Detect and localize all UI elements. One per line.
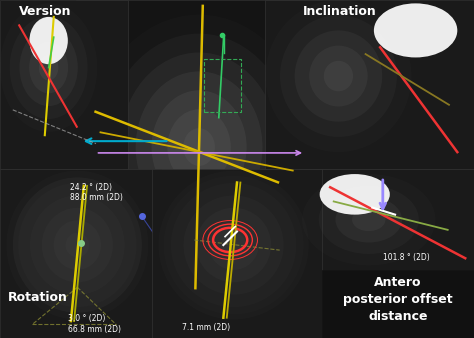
- Bar: [0, 0, 128, 169]
- Ellipse shape: [319, 174, 390, 215]
- Text: Rotation: Rotation: [8, 291, 68, 304]
- Ellipse shape: [30, 195, 125, 295]
- Text: 7.1 mm (2D): 7.1 mm (2D): [182, 323, 230, 332]
- Bar: [322, 270, 474, 338]
- Ellipse shape: [39, 55, 58, 80]
- Ellipse shape: [19, 29, 78, 106]
- Ellipse shape: [88, 15, 310, 280]
- Bar: [0, 169, 161, 338]
- Ellipse shape: [295, 30, 382, 122]
- Ellipse shape: [164, 176, 303, 314]
- Ellipse shape: [29, 42, 68, 93]
- Ellipse shape: [29, 17, 68, 64]
- Ellipse shape: [221, 233, 246, 258]
- Ellipse shape: [196, 208, 271, 282]
- Ellipse shape: [136, 71, 263, 223]
- Ellipse shape: [183, 195, 283, 295]
- Text: Inclination: Inclination: [303, 5, 377, 18]
- Bar: [265, 0, 474, 169]
- Bar: [152, 169, 322, 338]
- Ellipse shape: [13, 177, 142, 313]
- Ellipse shape: [324, 61, 353, 91]
- Ellipse shape: [336, 197, 402, 243]
- Ellipse shape: [152, 90, 246, 204]
- Ellipse shape: [65, 233, 89, 258]
- Ellipse shape: [171, 183, 296, 307]
- Ellipse shape: [120, 52, 278, 242]
- Text: Version: Version: [19, 5, 72, 18]
- Ellipse shape: [167, 109, 231, 185]
- Ellipse shape: [7, 171, 148, 319]
- Text: 101.8 ° (2D): 101.8 ° (2D): [383, 253, 429, 262]
- Text: 3.0 ° (2D)
66.8 mm (2D): 3.0 ° (2D) 66.8 mm (2D): [68, 314, 121, 334]
- Ellipse shape: [265, 0, 411, 152]
- Ellipse shape: [309, 46, 368, 106]
- Bar: [76, 0, 322, 294]
- Ellipse shape: [352, 208, 385, 231]
- Bar: [299, 169, 474, 270]
- Text: Antero
posterior offset
distance: Antero posterior offset distance: [343, 276, 453, 323]
- Ellipse shape: [302, 174, 436, 265]
- Ellipse shape: [319, 186, 419, 254]
- Ellipse shape: [104, 33, 294, 261]
- Ellipse shape: [42, 208, 113, 282]
- Ellipse shape: [183, 128, 215, 166]
- Ellipse shape: [209, 220, 259, 270]
- Text: 24.2 ° (2D)
88.0 mm (2D): 24.2 ° (2D) 88.0 mm (2D): [71, 183, 123, 202]
- Bar: [204, 59, 241, 112]
- Ellipse shape: [54, 220, 101, 270]
- Ellipse shape: [374, 3, 457, 57]
- Ellipse shape: [18, 183, 137, 307]
- Ellipse shape: [158, 171, 309, 319]
- Ellipse shape: [0, 3, 97, 132]
- Ellipse shape: [280, 15, 397, 137]
- Ellipse shape: [10, 16, 88, 119]
